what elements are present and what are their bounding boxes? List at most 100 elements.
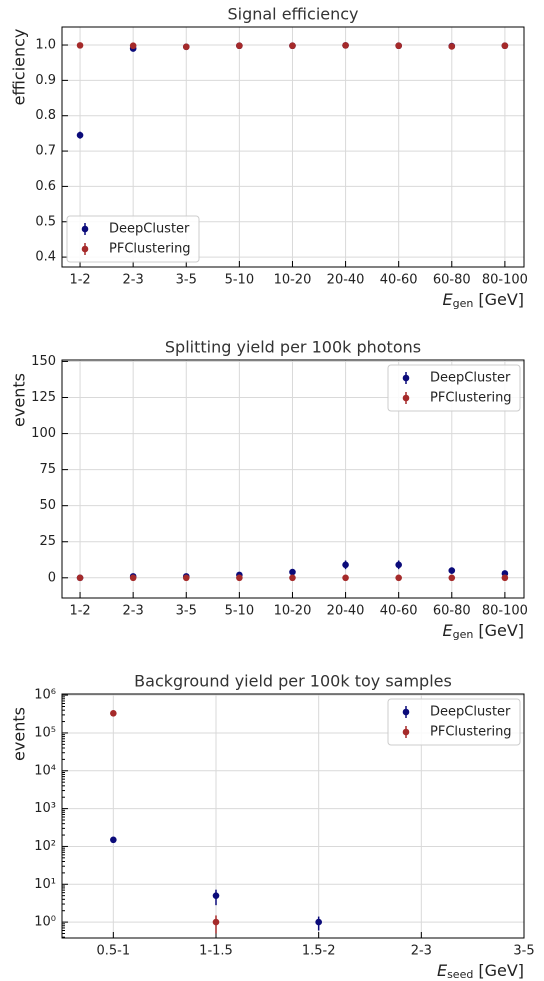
x-tick-label: 2-3: [123, 273, 144, 288]
data-point: [342, 561, 349, 569]
legend-label: PFClustering: [430, 391, 512, 406]
data-point: [289, 42, 296, 50]
x-label-subscript: gen: [453, 297, 474, 310]
y-tick-label: 10⁰: [34, 915, 56, 930]
x-label-unit: [GeV]: [478, 961, 524, 980]
legend-box: [387, 698, 521, 746]
data-point: [289, 574, 296, 582]
data-point: [395, 561, 402, 569]
y-tick-label: 150: [31, 354, 56, 369]
y-tick-label: 10⁶: [34, 688, 56, 703]
legend-label: DeepCluster: [430, 371, 511, 386]
legend-marker: [402, 728, 410, 736]
y-tick-label: 125: [31, 390, 56, 405]
chart-title: Signal efficiency: [227, 5, 358, 24]
subplot: 1-2 2-3 3-5 5-10 10-20 20-40 40-60 60-80 80-100 0…: [10, 5, 528, 311]
y-tick-label: 0.9: [35, 73, 56, 88]
x-tick-label: 3-5: [513, 944, 534, 959]
subplot: 1-2 2-3 3-5 5-10 10-20 20-40 40-60 60-80 80-100 0…: [10, 338, 528, 642]
data-point: [448, 574, 456, 582]
x-label-subscript: seed: [447, 968, 473, 981]
data-point: [236, 574, 243, 582]
x-tick-label: 10-20: [274, 273, 312, 288]
plot-frame: [61, 359, 525, 599]
y-tick-label: 10³: [34, 801, 56, 816]
x-tick-label: 40-60: [380, 273, 418, 288]
subplot: 0.5-1 1-1.5 1.5-2 2-3 3-5 10⁰ 10¹ 10² 10³ 10⁴ 10⁵ 1…: [10, 672, 535, 981]
legend-marker: [402, 708, 410, 716]
data-point: [501, 574, 509, 582]
x-axis-label: Eseed [GeV]: [437, 961, 524, 981]
y-tick-label: 0.6: [35, 179, 56, 194]
legend-box: [387, 364, 521, 412]
legend-marker: [402, 374, 410, 382]
data-point: [182, 43, 190, 51]
x-tick-label: 1-2: [69, 273, 90, 288]
x-tick-label: 2-3: [123, 604, 144, 619]
data-point: [395, 42, 402, 50]
legend-label: DeepCluster: [109, 222, 190, 237]
x-tick-label: 3-5: [176, 273, 197, 288]
x-tick-label: 5-10: [225, 273, 255, 288]
data-point: [182, 574, 190, 582]
data-point: [129, 42, 137, 50]
x-tick-label: 3-5: [176, 604, 197, 619]
x-tick-label: 2-3: [411, 944, 432, 959]
x-label-symbol: E: [437, 961, 448, 980]
y-tick-label: 10⁴: [34, 763, 56, 778]
x-tick-label: 1-1.5: [199, 944, 233, 959]
data-point: [342, 42, 349, 49]
data-point: [110, 710, 117, 717]
x-tick-label: 0.5-1: [97, 944, 131, 959]
x-label-symbol: E: [442, 621, 453, 640]
data-point: [315, 918, 322, 926]
x-tick-label: 60-80: [433, 604, 471, 619]
data-point: [76, 574, 84, 582]
plot-frame: [61, 693, 525, 939]
chart-title: Background yield per 100k toy samples: [134, 672, 452, 691]
data-point: [129, 574, 137, 582]
data-point: [76, 131, 84, 139]
x-tick-label: 1.5-2: [302, 944, 336, 959]
y-tick-label: 10²: [34, 839, 56, 854]
y-axis-label: efficiency: [10, 29, 29, 106]
data-point: [289, 568, 296, 576]
y-tick-label: 10⁵: [34, 725, 56, 740]
y-tick-label: 0.5: [35, 214, 56, 229]
legend-marker: [402, 394, 410, 402]
chart-title: Splitting yield per 100k photons: [165, 338, 421, 357]
data-point: [342, 574, 349, 582]
y-tick-label: 0.7: [35, 144, 56, 159]
x-axis-label: Egen [GeV]: [442, 290, 524, 311]
x-label-subscript: gen: [453, 628, 474, 641]
data-point: [448, 567, 456, 574]
data-point: [501, 42, 509, 50]
plot-frame: [61, 26, 525, 268]
legend-label: PFClustering: [430, 725, 512, 740]
data-point: [448, 43, 456, 50]
x-axis-label: Egen [GeV]: [442, 621, 524, 642]
y-tick-label: 0: [48, 570, 56, 585]
data-point: [76, 42, 84, 49]
x-tick-label: 40-60: [380, 604, 418, 619]
legend-marker: [81, 245, 89, 253]
data-point: [236, 42, 243, 50]
y-axis-label: events: [10, 707, 29, 761]
x-tick-label: 5-10: [225, 604, 255, 619]
y-tick-label: 10¹: [34, 877, 56, 892]
legend-box: [66, 215, 200, 263]
y-tick-label: 25: [39, 534, 56, 549]
x-label-unit: [GeV]: [478, 621, 524, 640]
data-point: [212, 892, 220, 899]
y-tick-label: 0.4: [35, 250, 56, 265]
y-tick-label: 0.8: [35, 108, 56, 123]
x-tick-label: 10-20: [274, 604, 312, 619]
x-tick-label: 80-100: [482, 273, 528, 288]
legend-label: DeepCluster: [430, 705, 511, 720]
y-tick-label: 100: [31, 426, 56, 441]
legend-marker: [81, 225, 89, 233]
legend-label: PFClustering: [109, 242, 191, 257]
x-tick-label: 20-40: [327, 273, 365, 288]
y-tick-label: 50: [39, 498, 56, 513]
